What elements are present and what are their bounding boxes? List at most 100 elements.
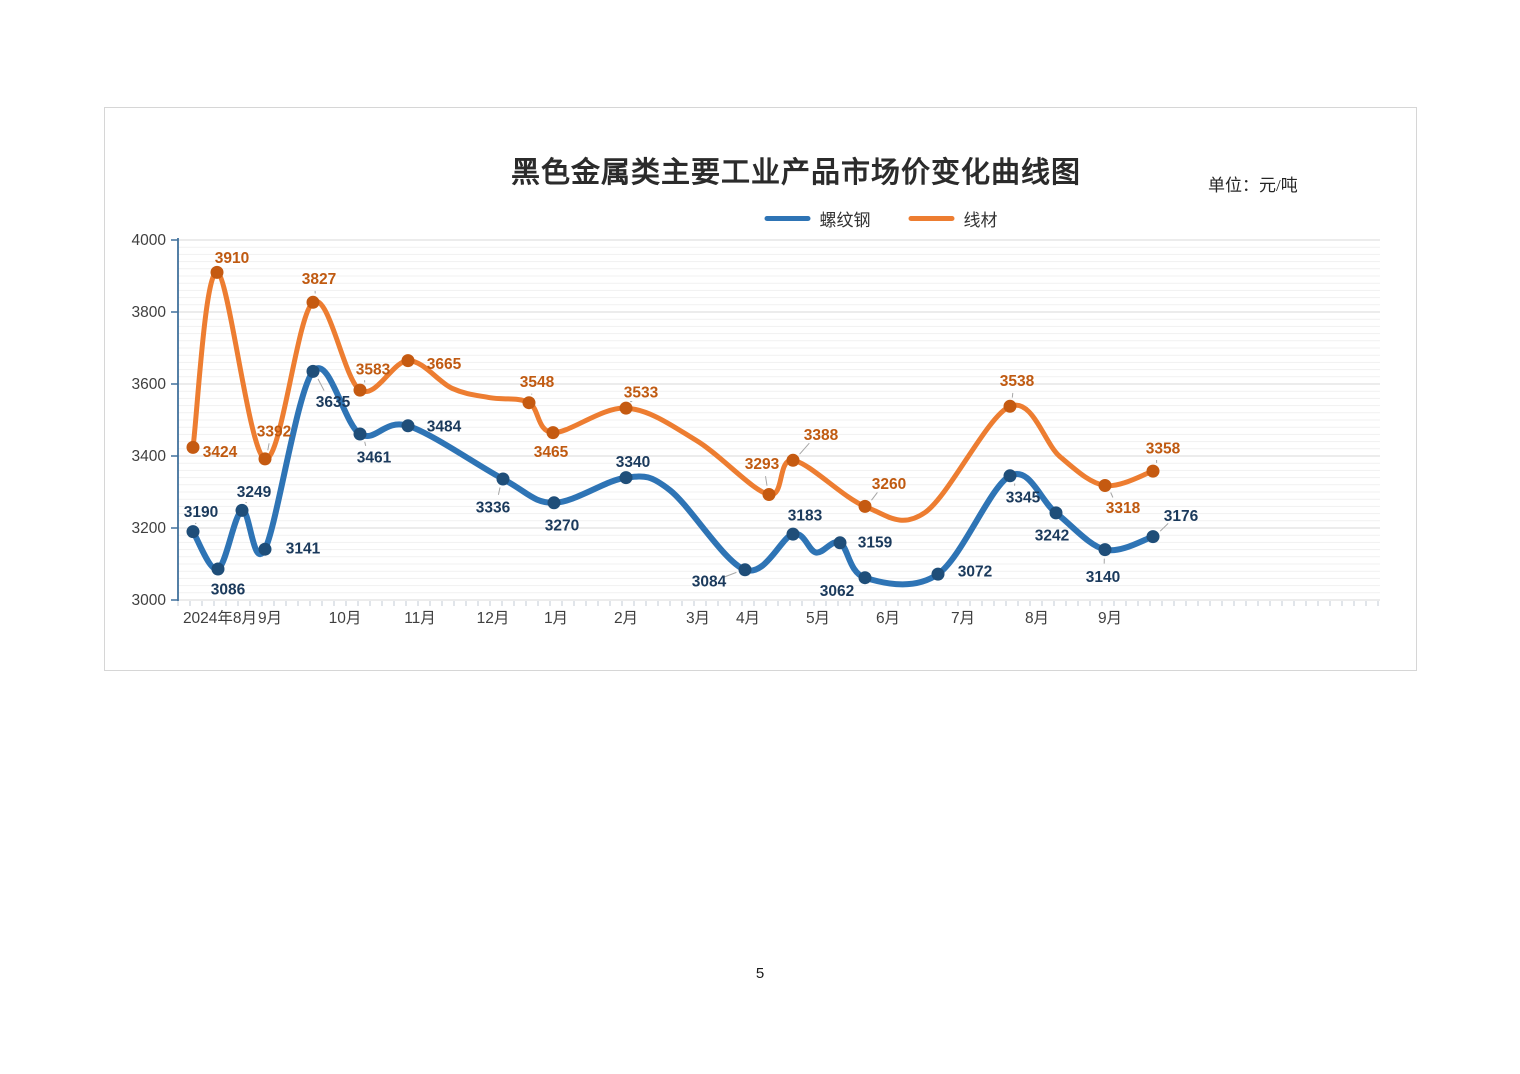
chart-title: 黑色金属类主要工业产品市场价变化曲线图 xyxy=(510,157,1082,189)
x-axis-label: 6月 xyxy=(876,610,900,627)
data-point-label-rebar: 3176 xyxy=(1164,508,1199,525)
data-point-marker-rebar xyxy=(833,536,847,550)
data-point-label-rebar: 3345 xyxy=(1006,489,1041,506)
x-axis-label: 5月 xyxy=(806,610,830,627)
y-axis-label: 3800 xyxy=(132,304,167,321)
data-point-label-rebar: 3270 xyxy=(545,517,579,534)
x-axis-label: 8月 xyxy=(1025,610,1049,627)
chart-unit-label: 单位：元/吨 xyxy=(1208,176,1298,195)
data-point-marker-rebar xyxy=(619,471,633,485)
x-axis-label: 1月 xyxy=(544,610,568,627)
label-leader-line xyxy=(724,571,737,578)
data-point-marker-wire-rod xyxy=(522,396,536,410)
data-point-label-rebar: 3062 xyxy=(820,583,854,600)
x-axis-label: 2月 xyxy=(614,610,638,627)
data-point-label-wire-rod: 3548 xyxy=(520,374,555,391)
data-point-label-wire-rod: 3538 xyxy=(1000,373,1035,390)
chart-legend: 螺纹钢 线材 xyxy=(764,206,998,231)
label-leader-line xyxy=(765,476,768,486)
data-point-label-rebar: 3084 xyxy=(692,573,727,590)
label-leader-line xyxy=(799,442,810,455)
data-point-label-wire-rod: 3827 xyxy=(302,271,336,288)
data-point-label-wire-rod: 3358 xyxy=(1146,441,1181,458)
data-point-label-wire-rod: 3388 xyxy=(804,427,839,444)
y-axis-label: 3200 xyxy=(132,520,167,537)
data-point-label-rebar: 3086 xyxy=(211,582,246,599)
legend-label-wire-rod: 线材 xyxy=(963,211,998,230)
data-point-marker-rebar xyxy=(931,567,945,581)
data-point-marker-wire-rod xyxy=(186,440,200,454)
x-axis-label: 11月 xyxy=(404,610,436,627)
legend-item-wire-rod: 线材 xyxy=(908,206,998,231)
data-point-marker-rebar xyxy=(1098,543,1112,557)
series-line-rebar xyxy=(190,365,1156,588)
data-point-label-rebar: 3336 xyxy=(476,500,511,517)
data-point-label-wire-rod: 3318 xyxy=(1106,500,1141,517)
data-point-label-rebar: 3141 xyxy=(286,541,321,558)
data-point-marker-rebar xyxy=(353,427,367,441)
legend-label-rebar: 螺纹钢 xyxy=(819,211,871,230)
data-point-marker-rebar xyxy=(858,571,872,585)
page-number: 5 xyxy=(755,965,765,982)
data-point-label-wire-rod: 3665 xyxy=(427,356,462,373)
label-leader-line xyxy=(1011,392,1014,398)
data-point-label-rebar: 3340 xyxy=(616,454,650,471)
legend-swatch-wire-rod xyxy=(908,216,955,221)
label-leader-line xyxy=(267,443,270,451)
x-axis-label: 2024年8月 xyxy=(183,609,257,627)
data-point-label-rebar: 3461 xyxy=(357,450,392,467)
data-point-marker-rebar xyxy=(401,419,415,433)
data-point-marker-rebar xyxy=(306,364,320,378)
data-point-marker-rebar xyxy=(547,496,561,510)
data-point-marker-wire-rod xyxy=(762,488,776,501)
data-point-marker-wire-rod xyxy=(353,383,367,397)
data-point-label-rebar: 3484 xyxy=(427,418,462,435)
data-point-label-wire-rod: 3424 xyxy=(203,444,238,461)
data-point-marker-wire-rod xyxy=(786,453,800,467)
data-point-marker-rebar xyxy=(211,562,225,576)
data-point-marker-rebar xyxy=(738,563,752,577)
data-point-marker-rebar xyxy=(496,472,510,486)
label-leader-line xyxy=(364,441,367,447)
data-point-label-rebar: 3072 xyxy=(958,564,992,581)
data-point-label-wire-rod: 3533 xyxy=(624,385,659,402)
y-axis-label: 3400 xyxy=(132,448,167,465)
data-point-label-rebar: 3242 xyxy=(1035,527,1069,544)
x-axis-label: 12月 xyxy=(477,610,510,627)
x-axis-label: 9月 xyxy=(258,610,282,627)
data-point-marker-rebar xyxy=(786,527,800,541)
label-leader-line xyxy=(317,378,325,391)
y-axis-label: 4000 xyxy=(132,232,167,249)
data-point-label-rebar: 3140 xyxy=(1086,569,1120,586)
data-point-marker-wire-rod xyxy=(1146,464,1160,478)
x-axis-label: 4月 xyxy=(736,610,760,627)
data-point-marker-wire-rod xyxy=(1003,399,1017,413)
y-axis-label: 3600 xyxy=(132,376,167,393)
data-point-marker-wire-rod xyxy=(546,426,560,440)
label-leader-line xyxy=(194,522,197,525)
data-point-label-wire-rod: 3910 xyxy=(215,250,249,267)
data-point-marker-wire-rod xyxy=(210,265,224,279)
data-point-marker-wire-rod xyxy=(619,401,633,415)
data-point-label-wire-rod: 3293 xyxy=(745,456,780,473)
data-point-label-rebar: 3183 xyxy=(788,508,823,525)
label-leader-line xyxy=(871,492,878,501)
data-point-marker-rebar xyxy=(1049,506,1063,520)
data-point-label-rebar: 3190 xyxy=(184,504,218,521)
data-point-label-wire-rod: 3465 xyxy=(534,444,569,461)
y-axis-label: 3000 xyxy=(132,592,167,609)
data-point-marker-wire-rod xyxy=(1098,479,1112,492)
data-point-label-wire-rod: 3392 xyxy=(257,423,291,440)
data-point-marker-rebar xyxy=(258,542,272,556)
data-point-label-rebar: 3159 xyxy=(858,534,893,551)
data-point-label-rebar: 3635 xyxy=(316,394,351,411)
label-leader-line xyxy=(1159,523,1169,532)
data-point-marker-wire-rod xyxy=(306,295,320,309)
legend-item-rebar: 螺纹钢 xyxy=(764,206,871,231)
data-point-marker-wire-rod xyxy=(401,354,415,368)
data-point-marker-rebar xyxy=(186,525,200,539)
x-axis-label: 9月 xyxy=(1098,610,1122,627)
x-axis-label: 10月 xyxy=(329,610,362,627)
label-leader-line xyxy=(1110,492,1114,498)
